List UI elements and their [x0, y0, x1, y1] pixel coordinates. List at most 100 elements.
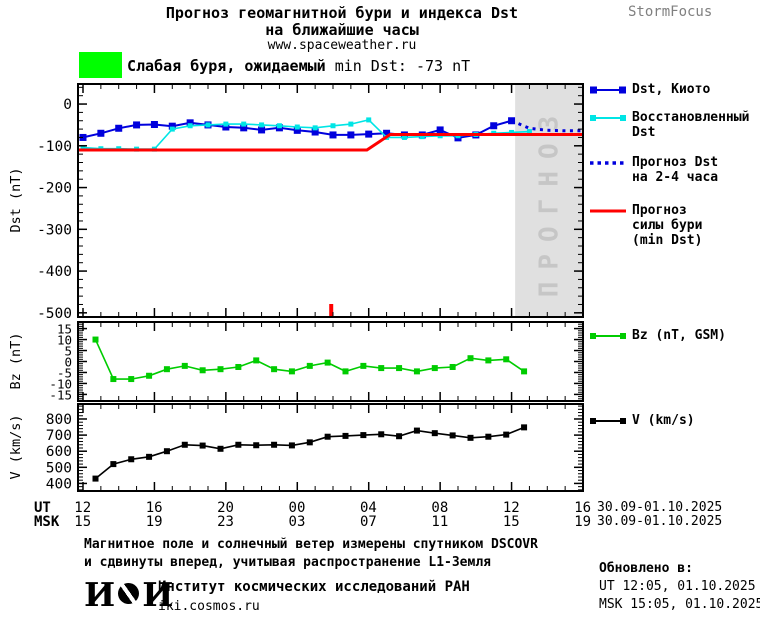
data-marker — [503, 356, 510, 363]
data-marker — [128, 456, 135, 463]
data-marker — [324, 359, 331, 366]
y-tick-label: 0 — [63, 97, 72, 113]
data-marker — [449, 363, 456, 370]
series-line-v-0 — [94, 426, 525, 480]
data-marker — [199, 367, 206, 374]
ut-tick-labels: 12 16 20 00 04 08 12 16 — [47, 501, 619, 515]
ut-row-header: UT — [34, 500, 51, 516]
data-marker — [312, 125, 318, 131]
panel-border — [77, 403, 584, 492]
data-marker — [413, 427, 420, 434]
y-tick-label: -200 — [37, 181, 72, 197]
y-tick-label: -500 — [37, 306, 72, 322]
legend-marker-v-icon — [590, 418, 626, 424]
data-marker — [490, 122, 498, 130]
y-tick-label: 5 — [64, 344, 72, 359]
iki-logo-letter: И — [142, 575, 174, 614]
ut-tick: 04 — [359, 500, 377, 516]
ut-tick: 20 — [217, 500, 234, 516]
forecast-region-label: ПРОГНОЗ — [535, 104, 565, 298]
updated-ut: UT 12:05, 01.10.2025 — [599, 579, 756, 594]
data-marker — [449, 432, 456, 439]
data-marker — [223, 121, 229, 127]
source-website: www.spaceweather.ru — [267, 38, 417, 53]
data-marker — [253, 357, 260, 364]
storm-level-swatch — [79, 52, 122, 78]
legend-label-restored: Восстановленный Dst — [632, 110, 750, 140]
legend-label-kyoto: Dst, Киото — [632, 82, 711, 97]
data-marker — [521, 368, 528, 375]
msk-tick: 15 — [502, 514, 520, 530]
y-tick-label: 700 — [46, 428, 72, 444]
panel-border — [77, 83, 584, 318]
iki-logo-circle-icon — [118, 583, 140, 604]
msk-tick: 19 — [574, 514, 592, 530]
ut-tick: 12 — [502, 500, 520, 516]
legend-item-forecast-dst: Прогноз Dst на 2-4 часа — [588, 155, 718, 185]
data-marker — [97, 129, 105, 137]
y-tick-label: -300 — [37, 222, 72, 238]
data-marker — [115, 124, 123, 132]
institute-name: Институт космических исследований РАН — [158, 579, 470, 595]
data-marker — [259, 122, 265, 128]
data-marker — [521, 424, 528, 431]
data-marker — [169, 126, 175, 132]
y-tick-label: -5 — [57, 365, 72, 380]
legend-marker-restored-icon — [590, 115, 626, 121]
data-marker — [276, 123, 282, 129]
data-marker — [436, 126, 444, 134]
data-marker — [205, 122, 211, 128]
data-marker — [168, 122, 176, 130]
data-marker — [222, 123, 230, 131]
data-marker — [146, 372, 153, 379]
series-line-dst-3 — [78, 133, 583, 152]
y-tick-label: 10 — [57, 333, 72, 348]
data-marker — [383, 129, 391, 137]
data-marker — [401, 134, 407, 140]
ut-tick: 00 — [288, 500, 306, 516]
series-line-dst-2 — [511, 119, 583, 133]
data-marker — [186, 119, 194, 127]
msk-row-header: MSK — [34, 514, 60, 530]
data-source-note-line1: Магнитное поле и солнечный ветер измерен… — [84, 537, 538, 552]
data-marker — [217, 445, 224, 452]
v-axis-title: V (km/s) — [8, 414, 24, 480]
data-marker — [366, 117, 372, 123]
data-marker — [348, 121, 354, 127]
msk-tick: 19 — [145, 514, 163, 530]
data-marker — [293, 126, 301, 134]
data-marker — [92, 475, 99, 482]
data-marker — [509, 129, 515, 135]
iki-logo-letter: И — [84, 575, 116, 614]
y-tick-label: 15 — [57, 322, 72, 337]
y-tick-label: 600 — [46, 444, 72, 460]
data-marker — [311, 128, 319, 136]
ut-tick: 08 — [431, 500, 449, 516]
data-marker — [271, 441, 278, 448]
data-marker — [235, 441, 242, 448]
updated-msk: MSK 15:05, 01.10.2025 — [599, 597, 760, 612]
data-marker — [396, 433, 403, 440]
data-marker — [150, 121, 158, 129]
data-marker — [294, 124, 300, 130]
data-marker — [288, 442, 295, 449]
charts-canvas: ПРОГНОЗ0-100-200-300-400-500151050-5-10-… — [37, 83, 584, 492]
data-source-note-line2: и сдвинуты вперед, учитывая распростране… — [84, 555, 491, 570]
data-marker — [217, 366, 224, 373]
y-tick-label: 0 — [64, 355, 72, 370]
msk-tick-labels: 15 19 23 03 07 11 15 19 — [47, 515, 619, 529]
panel-border — [77, 321, 584, 402]
forecast-region — [515, 85, 582, 316]
legend-marker-bz-icon — [590, 333, 626, 339]
data-marker — [235, 363, 242, 370]
legend-item-restored-dst: Восстановленный Dst — [588, 110, 749, 140]
updated-label: Обновлено в: — [599, 561, 693, 576]
legend-item-v: V (km/s) — [588, 413, 695, 428]
storm-level-value: min Dst: -73 nT — [334, 57, 471, 75]
data-marker — [163, 366, 170, 373]
legend-item-dst-kyoto: Dst, Киото — [588, 82, 710, 97]
data-marker — [306, 439, 313, 446]
